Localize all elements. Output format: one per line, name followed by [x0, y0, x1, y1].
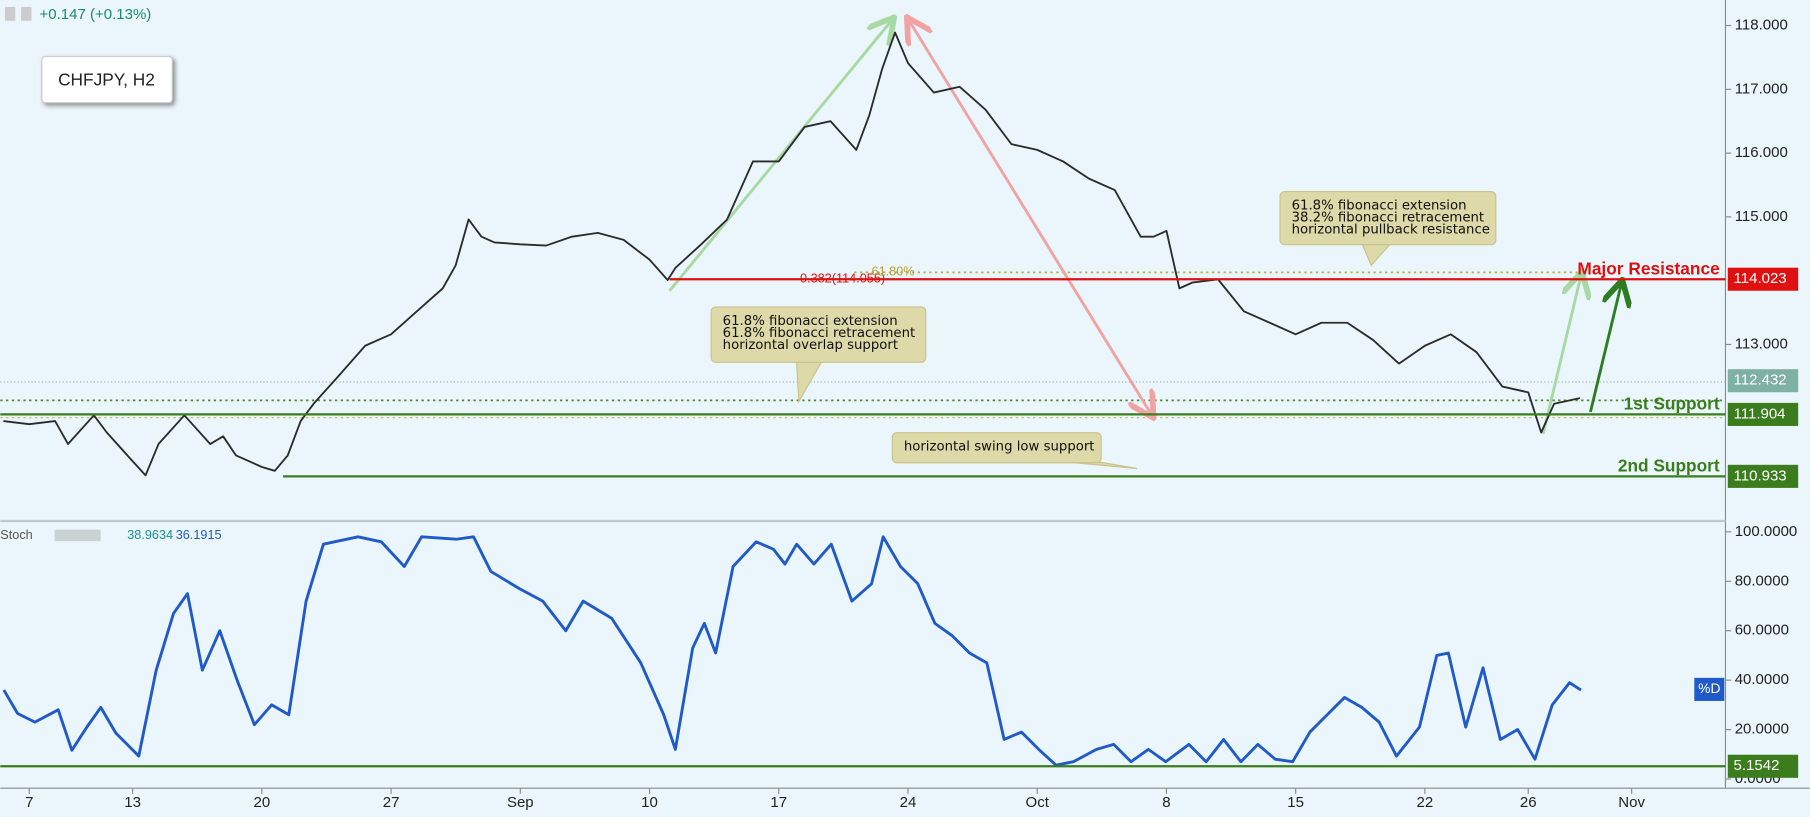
indicator-value: 36.1915 [176, 528, 222, 542]
price-tag [1727, 464, 1799, 488]
indicator-icons[interactable] [54, 529, 101, 542]
x-tick-label: 17 [770, 794, 787, 811]
x-tick-label: 15 [1287, 794, 1304, 811]
x-tick-label: Oct [1026, 794, 1050, 811]
x-tick-label: 22 [1417, 794, 1434, 811]
price-tag-label: 5.1542 [1734, 757, 1780, 774]
y-tick-label: 113.000 [1735, 335, 1788, 352]
price-tag-label: 110.933 [1734, 467, 1787, 484]
x-tick-label: Sep [507, 794, 534, 811]
price-tag [1727, 267, 1799, 291]
symbol-box [41, 55, 173, 104]
price-line [3, 31, 1581, 477]
y-tick-label: 115.000 [1735, 208, 1788, 225]
indicator-name: Stoch [0, 528, 32, 542]
price-tag-label: 112.432 [1734, 372, 1787, 389]
x-tick-label: 7 [25, 794, 33, 811]
callout-text: 61.8% fibonacci extension [1292, 198, 1467, 213]
x-tick-label: Nov [1618, 794, 1645, 811]
price-line [2, 535, 1582, 767]
callout-text: horizontal pullback resistance [1292, 223, 1490, 238]
callout-text: 61.8% fibonacci retracement [723, 326, 916, 341]
x-tick-label: 13 [124, 794, 141, 811]
icon[interactable] [4, 6, 16, 21]
y-tick-label: 40.0000 [1735, 671, 1789, 688]
fib-label: 61.80% [872, 265, 915, 279]
y-tick-label: 100.0000 [1735, 523, 1798, 540]
level-name: Major Resistance [1577, 259, 1720, 279]
y-tick-label: 20.0000 [1735, 721, 1789, 738]
callout-text: horizontal overlap support [723, 338, 898, 353]
series-tag [1694, 677, 1725, 701]
fib-label: 0.382(114.055) [800, 272, 885, 286]
price-tag [1727, 754, 1799, 778]
callout-text: 61.8% fibonacci extension [723, 314, 898, 329]
level-name: 1st Support [1624, 394, 1720, 414]
callout-text: 38.2% fibonacci retracement [1292, 211, 1485, 226]
y-tick-label: 118.000 [1735, 16, 1788, 33]
price-tag [1727, 369, 1799, 393]
x-tick-label: 8 [1162, 794, 1170, 811]
callout [710, 306, 927, 363]
symbol: CHFJPY, H2 [58, 69, 155, 89]
y-tick-label: 116.000 [1735, 144, 1788, 161]
icon[interactable] [21, 6, 32, 21]
price-tag-label: 114.023 [1734, 270, 1787, 287]
price-tag [1727, 402, 1799, 426]
y-tick-label: 60.0000 [1735, 622, 1789, 639]
x-tick-label: 26 [1520, 794, 1537, 811]
y-tick-label: 80.0000 [1735, 572, 1789, 589]
callout-text: horizontal swing low support [904, 440, 1095, 455]
level-name: 2nd Support [1618, 456, 1720, 476]
indicator-value: 38.9634 [127, 528, 173, 542]
callout [891, 432, 1102, 464]
arrow [668, 20, 893, 292]
callout [1279, 190, 1497, 246]
arrow [1541, 275, 1581, 435]
x-tick-label: 27 [383, 794, 400, 811]
x-tick-label: 20 [254, 794, 271, 811]
price-tag-label: 111.904 [1734, 405, 1786, 422]
price-change: +0.147 (+0.13%) [40, 6, 152, 23]
y-tick-label: 117.000 [1735, 80, 1788, 97]
arrow [908, 20, 1151, 416]
arrow [1589, 283, 1621, 413]
x-tick-label: 10 [641, 794, 658, 811]
series-tag-label: %D [1698, 680, 1720, 696]
x-tick-label: 24 [900, 794, 917, 811]
